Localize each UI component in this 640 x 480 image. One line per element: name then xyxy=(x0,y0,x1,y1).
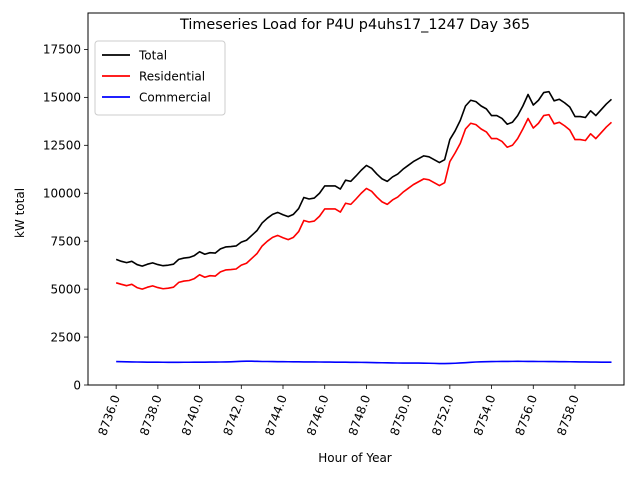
y-tick-label: 12500 xyxy=(43,139,81,153)
y-tick-label: 0 xyxy=(73,378,81,392)
legend-label-total: Total xyxy=(138,49,167,63)
plot-area xyxy=(87,12,625,386)
x-tick-label: 8744.0 xyxy=(262,393,290,437)
y-axis: 0 2500 5000 7500 10000 12500 15000 17500 xyxy=(43,43,88,392)
x-axis-label: Hour of Year xyxy=(318,451,392,465)
x-tick-label: 8754.0 xyxy=(471,393,499,437)
plot-frame xyxy=(87,12,625,386)
legend-label-commercial: Commercial xyxy=(139,91,211,105)
x-tick-label: 8752.0 xyxy=(429,393,457,437)
x-tick-label: 8736.0 xyxy=(95,393,123,437)
x-axis: 8736.0 8738.0 8740.0 8742.0 8744.0 8746.0 8748… xyxy=(95,385,582,437)
x-tick-label: 8746.0 xyxy=(304,393,332,437)
legend: Total Residential Commercial xyxy=(94,40,226,116)
y-axis-label: kW total xyxy=(13,188,27,238)
y-tick-label: 2500 xyxy=(50,330,81,344)
x-tick-label: 8748.0 xyxy=(346,393,374,437)
series-line-residential xyxy=(115,113,613,290)
x-tick-label: 8740.0 xyxy=(179,393,207,437)
chart-title: Timeseries Load for P4U p4uhs17_1247 Day… xyxy=(179,17,530,33)
y-tick-label: 17500 xyxy=(43,43,81,57)
legend-label-residential: Residential xyxy=(139,70,205,84)
x-tick-label: 8738.0 xyxy=(137,393,165,437)
x-tick-label: 8742.0 xyxy=(221,393,249,437)
x-tick-label: 8750.0 xyxy=(387,393,415,437)
y-tick-label: 10000 xyxy=(43,187,81,201)
x-tick-label: 8758.0 xyxy=(554,393,582,437)
series-line-total xyxy=(115,90,613,267)
series-line-commercial xyxy=(116,360,612,365)
y-tick-label: 15000 xyxy=(43,91,81,105)
x-tick-label: 8756.0 xyxy=(513,393,541,437)
series-lines xyxy=(115,90,613,365)
y-tick-label: 7500 xyxy=(50,234,81,248)
y-tick-label: 5000 xyxy=(50,282,81,296)
